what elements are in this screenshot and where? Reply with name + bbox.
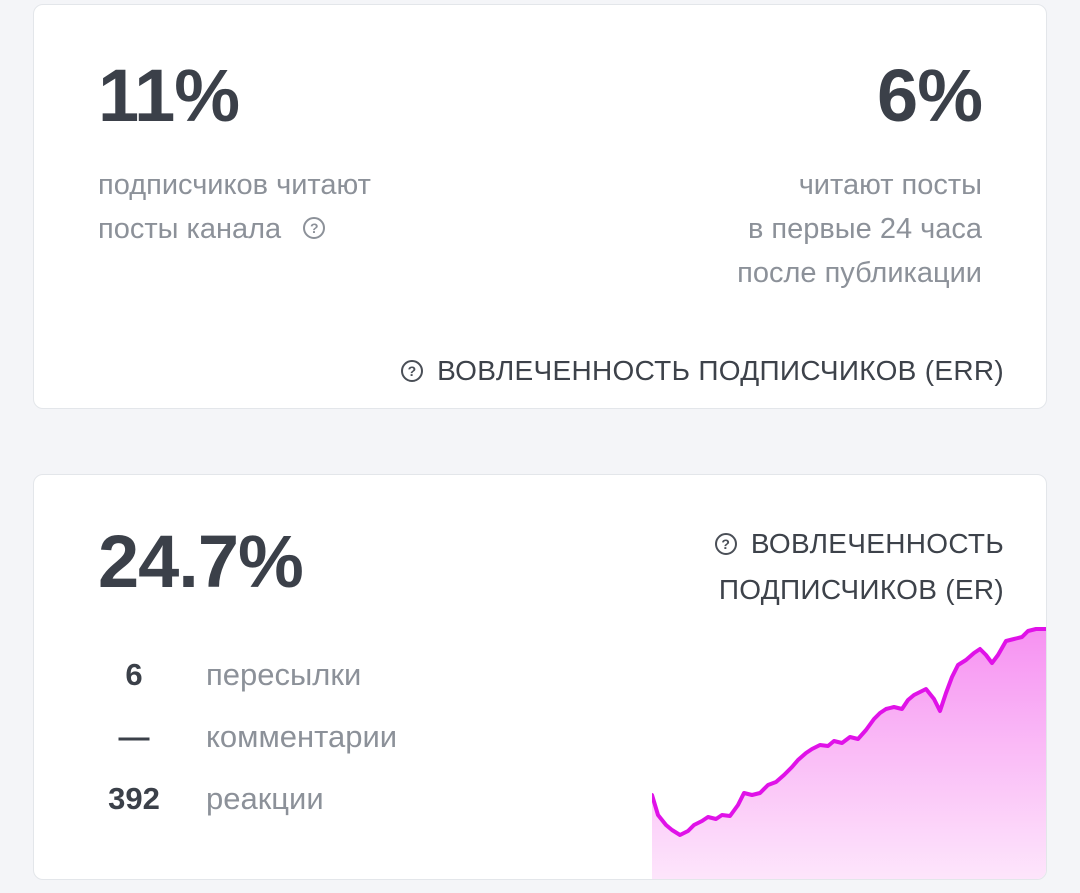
er-title-line1-row: ? ВОВЛЕЧЕННОСТЬ [714, 521, 1004, 567]
er-info-link[interactable]: ? ВОВЛЕЧЕННОСТЬ ПОДПИСЧИКОВ (ER) [714, 521, 1004, 613]
stat-value: 392 [108, 781, 160, 816]
err-info-link[interactable]: ? ВОВЛЕЧЕННОСТЬ ПОДПИСЧИКОВ (ERR) [401, 355, 1004, 387]
help-icon: ? [714, 532, 737, 555]
reach-desc-line2-row: посты канала ? [98, 207, 371, 251]
help-icon: ? [401, 359, 424, 382]
reach-24h-desc-line3: после публикации [737, 257, 982, 289]
er-card: 24.7% ? ВОВЛЕЧЕННОСТЬ ПОДПИСЧИКОВ (ER) 6 … [33, 474, 1047, 880]
err-card: 11% подписчиков читают посты канала ? 6%… [33, 4, 1047, 409]
stat-value: — [118, 719, 150, 754]
stat-label: реакции [206, 781, 324, 816]
sparkline-area [652, 629, 1046, 879]
reach-24h-percent: 6% [877, 54, 983, 137]
stat-value: 6 [125, 657, 143, 692]
reach-24h-description: читают посты в первые 24 часа после публ… [737, 163, 982, 295]
er-title-line1: ВОВЛЕЧЕННОСТЬ [750, 528, 1004, 559]
reach-24h-desc-line2: в первые 24 часа [747, 213, 982, 245]
help-icon[interactable]: ? [303, 217, 326, 240]
reach-24h-desc-line1: читают посты [798, 169, 982, 201]
reach-percent: 11% [98, 54, 240, 137]
reach-description: подписчиков читают посты канала ? [98, 163, 371, 251]
err-label: ВОВЛЕЧЕННОСТЬ ПОДПИСЧИКОВ (ERR) [437, 355, 1004, 386]
reach-desc-line1: подписчиков читают [98, 169, 371, 201]
sparkline-line [652, 627, 1046, 837]
er-sparkline [652, 627, 1046, 879]
stat-label: пересылки [206, 657, 362, 692]
reach-desc-line2: посты канала [98, 213, 282, 245]
er-percent: 24.7% [98, 520, 304, 603]
stat-label: комментарии [206, 719, 398, 754]
er-title-line2: ПОДПИСЧИКОВ (ER) [718, 574, 1004, 605]
